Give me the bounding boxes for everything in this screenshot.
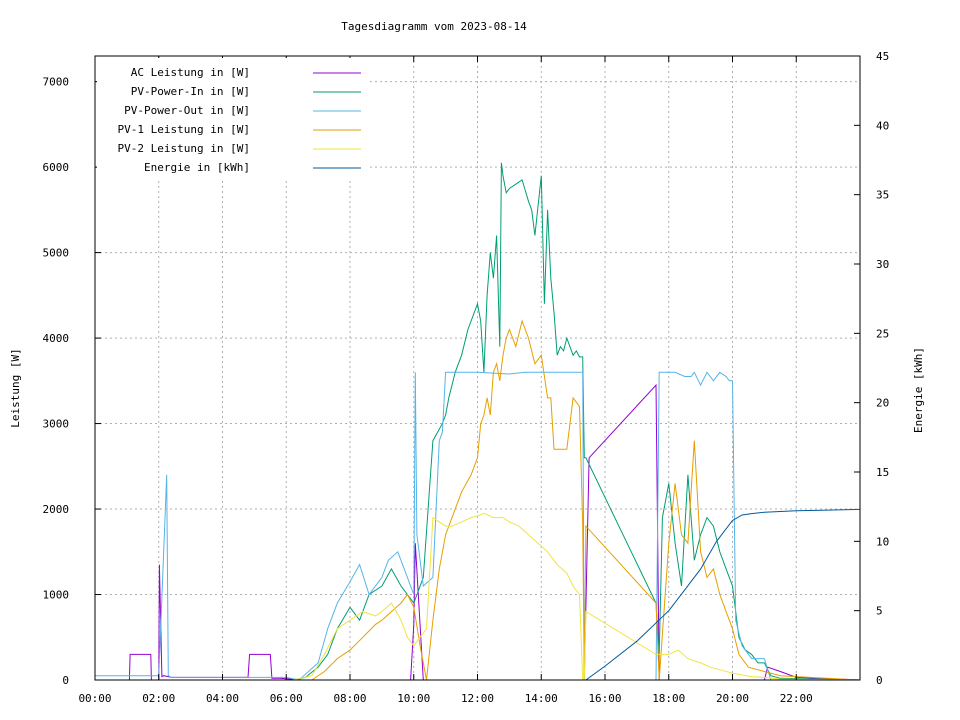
x-tick-label: 16:00 [588,692,621,705]
y2-axis-label: Energie [kWh] [912,347,925,433]
y2-tick-label: 15 [876,466,889,479]
x-tick-label: 14:00 [525,692,558,705]
y2-tick-label: 10 [876,535,889,548]
legend: AC Leistung in [W] PV-Power-In in [W] PV-P… [97,58,369,178]
series-line-3 [95,371,860,681]
y-axis-label: Leistung [W] [9,348,22,427]
series-layer [95,162,861,681]
x-tick-label: 10:00 [397,692,430,705]
legend-label: AC Leistung in [W] [131,66,250,79]
y2-tick-label: 40 [876,119,889,132]
y-tick-label: 7000 [43,76,70,89]
y2-tick-label: 20 [876,397,889,410]
y2-tick-label: 25 [876,327,889,340]
y-tick-label: 1000 [43,589,70,602]
x-tick-label: 22:00 [780,692,813,705]
legend-label: PV-Power-Out in [W] [124,104,250,117]
legend-label: PV-2 Leistung in [W] [118,142,250,155]
x-tick-label: 00:00 [78,692,111,705]
y2-tick-label: 45 [876,50,889,63]
x-tick-label: 06:00 [270,692,303,705]
series-line-6 [95,508,861,681]
x-tick-label: 04:00 [206,692,239,705]
axis-layer: 00:00 02:00 04:00 06:00 08:00 10:00 12:00 14:00… [43,50,890,705]
y2-tick-label: 0 [876,674,883,687]
y-tick-label: 2000 [43,503,70,516]
chart-title: Tagesdiagramm vom 2023-08-14 [341,20,527,33]
y2-tick-label: 35 [876,189,889,202]
legend-background [97,58,369,178]
x-tick-label: 02:00 [142,692,175,705]
series-line-5 [95,512,861,681]
series-line-4 [95,319,861,681]
x-tick-label: 20:00 [716,692,749,705]
legend-label: Energie in [kWh] [144,161,250,174]
y-tick-label: 6000 [43,161,70,174]
x-tick-label: 12:00 [461,692,494,705]
legend-label: PV-1 Leistung in [W] [118,123,250,136]
x-tick-label: 18:00 [652,692,685,705]
y-tick-label: 3000 [43,418,70,431]
series-line-2 [95,162,861,681]
y-tick-label: 5000 [43,247,70,260]
y-tick-label: 0 [62,674,69,687]
x-tick-label: 08:00 [333,692,366,705]
y-tick-label: 4000 [43,332,70,345]
y2-tick-label: 5 [876,605,883,618]
y2-tick-label: 30 [876,258,889,271]
legend-label: PV-Power-In in [W] [131,85,250,98]
